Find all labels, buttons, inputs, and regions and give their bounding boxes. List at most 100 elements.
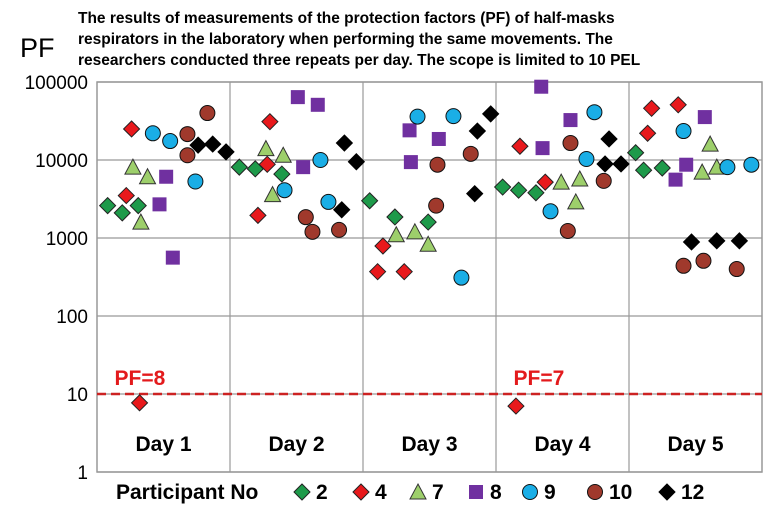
point-participant-10 [559, 222, 576, 239]
point-participant-12 [468, 122, 487, 140]
point-participant-12 [335, 134, 354, 152]
annotations: PF=8 PF=7 [115, 367, 565, 390]
point-participant-4 [642, 99, 661, 118]
point-participant-12 [612, 155, 630, 173]
point-participant-2 [653, 159, 671, 177]
point-participant-10 [331, 221, 348, 238]
point-participant-7 [693, 163, 711, 180]
title-line-1: The results of measurements of the prote… [78, 10, 615, 27]
point-participant-4 [511, 137, 529, 155]
point-participant-8 [310, 97, 325, 112]
point-participant-2 [626, 144, 645, 162]
point-participant-9 [187, 173, 204, 190]
point-participant-12 [708, 232, 726, 250]
point-participant-12 [596, 155, 614, 173]
point-participant-9 [586, 104, 603, 121]
point-participant-8 [165, 250, 180, 265]
point-participant-7 [570, 169, 589, 187]
point-participant-10 [304, 223, 321, 240]
legend-label-8: 8 [490, 481, 502, 504]
point-participant-7 [263, 185, 282, 203]
point-participant-2 [113, 204, 131, 222]
point-participant-12 [217, 143, 235, 161]
y-tick-label: 1 [77, 463, 88, 484]
series-participant-2 [98, 144, 671, 231]
point-participant-2 [386, 208, 404, 226]
point-participant-2 [98, 196, 117, 215]
legend-title: Participant No [116, 481, 258, 504]
point-participant-7 [138, 167, 157, 185]
point-participant-4 [669, 96, 687, 114]
point-participant-12 [347, 153, 366, 171]
point-participant-4 [130, 394, 149, 412]
y-tick-labels: 1 10 100 1000 10000 100000 [25, 73, 88, 484]
legend-marker-8 [469, 485, 483, 499]
point-participant-2 [419, 213, 437, 231]
point-participant-9 [578, 150, 595, 167]
y-tick-label: 10 [67, 385, 88, 406]
series-participant-9 [144, 104, 760, 286]
y-tick-label: 1000 [46, 229, 88, 250]
point-participant-7 [701, 135, 719, 152]
day-label: Day 3 [401, 433, 457, 456]
point-participant-12 [204, 135, 222, 153]
day-label: Day 4 [534, 433, 590, 456]
point-participant-2 [634, 161, 653, 179]
point-participant-8 [403, 155, 418, 170]
point-participant-2 [509, 181, 528, 199]
point-participant-7 [387, 225, 406, 243]
point-participant-4 [374, 237, 392, 255]
legend-marker-2 [293, 483, 311, 501]
point-participant-4 [261, 112, 279, 131]
legend-label-10: 10 [609, 481, 632, 504]
point-participant-8 [697, 110, 712, 125]
point-participant-10 [297, 209, 314, 226]
point-participant-8 [152, 197, 167, 212]
series-participant-4 [117, 96, 687, 415]
point-participant-8 [431, 131, 446, 146]
point-participant-12 [189, 136, 207, 154]
point-participant-9 [312, 152, 329, 168]
series-participant-12 [189, 105, 749, 251]
point-participant-9 [453, 269, 470, 286]
point-participant-4 [395, 262, 413, 281]
point-participant-9 [162, 133, 179, 150]
series-participant-8 [152, 79, 712, 265]
point-participant-12 [730, 232, 749, 250]
chart-title: The results of measurements of the prote… [78, 10, 640, 69]
title-line-3: researchers conducted three repeats per … [78, 52, 640, 69]
point-participant-9 [542, 203, 559, 220]
point-participant-12 [682, 233, 701, 251]
point-participant-9 [276, 182, 293, 199]
day-labels: Day 1 Day 2 Day 3 Day 4 Day 5 [135, 433, 723, 456]
point-participant-2 [493, 178, 512, 196]
point-participant-4 [117, 186, 135, 205]
legend-label-12: 12 [681, 481, 704, 504]
day-label: Day 2 [268, 433, 324, 456]
legend: Participant No 2 4 7 8 9 10 12 [116, 481, 704, 504]
data-points [98, 79, 760, 415]
point-participant-8 [535, 141, 550, 156]
point-participant-7 [566, 192, 585, 210]
point-participant-4 [536, 173, 554, 191]
point-participant-9 [445, 108, 462, 125]
point-participant-12 [333, 201, 351, 219]
legend-marker-9 [522, 484, 538, 500]
point-participant-10 [562, 135, 579, 152]
point-participant-8 [534, 79, 549, 94]
legend-marker-12 [658, 483, 676, 501]
legend-marker-7 [409, 482, 427, 500]
point-participant-8 [563, 113, 578, 128]
point-participant-8 [668, 172, 683, 187]
point-participant-10 [179, 126, 196, 143]
point-participant-4 [507, 397, 525, 415]
annotation-label: PF=8 [115, 367, 166, 390]
point-participant-9 [675, 123, 692, 140]
point-participant-2 [360, 192, 379, 210]
point-participant-8 [159, 169, 174, 184]
point-participant-12 [481, 105, 500, 123]
point-participant-4 [638, 124, 657, 142]
point-participant-12 [466, 184, 484, 203]
point-participant-7 [124, 158, 142, 175]
